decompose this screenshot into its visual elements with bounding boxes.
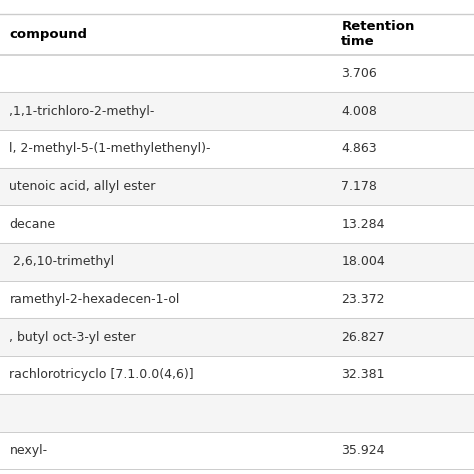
Text: 4.863: 4.863 (341, 142, 377, 155)
Text: 18.004: 18.004 (341, 255, 385, 268)
Bar (0, 14, 474, 55)
Bar (0, 431, 474, 469)
Text: 23.372: 23.372 (341, 293, 385, 306)
Text: 26.827: 26.827 (341, 331, 385, 344)
Bar (0, 205, 474, 243)
Bar (0, 92, 474, 130)
Text: 3.706: 3.706 (341, 67, 377, 80)
Text: , butyl oct-3-yl ester: , butyl oct-3-yl ester (9, 331, 136, 344)
Bar (0, 319, 474, 356)
Text: rachlorotricyclo [7.1.0.0(4,6)]: rachlorotricyclo [7.1.0.0(4,6)] (9, 368, 194, 382)
Text: l, 2-methyl-5-(1-methylethenyl)-: l, 2-methyl-5-(1-methylethenyl)- (9, 142, 211, 155)
Text: 32.381: 32.381 (341, 368, 385, 382)
Text: 7.178: 7.178 (341, 180, 377, 193)
Text: 35.924: 35.924 (341, 444, 385, 457)
Text: nexyl-: nexyl- (9, 444, 47, 457)
Bar (0, 394, 474, 431)
Bar (0, 356, 474, 394)
Text: 13.284: 13.284 (341, 218, 385, 231)
Bar (0, 168, 474, 205)
Text: ,1,1-trichloro-2-methyl-: ,1,1-trichloro-2-methyl- (9, 105, 155, 118)
Text: decane: decane (9, 218, 55, 231)
Bar (0, 55, 474, 92)
Text: Retention
time: Retention time (341, 20, 415, 48)
Bar (0, 130, 474, 168)
Text: compound: compound (9, 28, 88, 41)
Bar (0, 243, 474, 281)
Bar (0, 281, 474, 319)
Text: 4.008: 4.008 (341, 105, 377, 118)
Text: utenoic acid, allyl ester: utenoic acid, allyl ester (9, 180, 156, 193)
Text: ramethyl-2-hexadecen-1-ol: ramethyl-2-hexadecen-1-ol (9, 293, 180, 306)
Text: 2,6,10-trimethyl: 2,6,10-trimethyl (9, 255, 115, 268)
